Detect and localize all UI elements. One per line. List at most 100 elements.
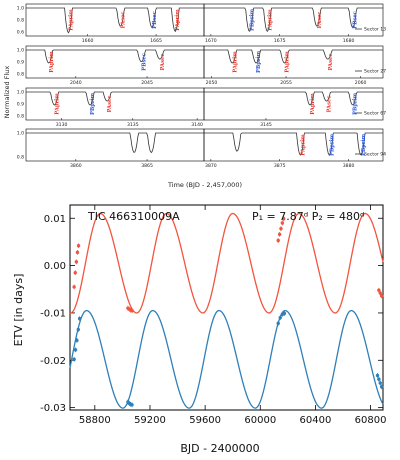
light-curve-x-tick-label: 3860 xyxy=(70,163,82,169)
etv-y-tick-label: -0.01 xyxy=(40,308,66,319)
light-curve-series xyxy=(204,49,383,64)
etv-data-point xyxy=(73,348,78,352)
light-curve-x-tick-label: 1665 xyxy=(150,38,162,44)
eclipse-label: PAsec xyxy=(327,96,333,113)
light-curve-x-tick-label: 1675 xyxy=(274,38,286,44)
light-curve-x-tick-label: 3130 xyxy=(56,122,68,128)
etv-data-point xyxy=(280,221,285,225)
etv-data-point xyxy=(73,271,77,275)
light-curve-x-tick-label: 2045 xyxy=(141,80,153,86)
light-curve-x-tick-label: 3140 xyxy=(191,122,203,128)
etv-data-point xyxy=(76,244,81,248)
etv-data-point xyxy=(375,373,380,378)
light-curve-row: PAprim PBsec PAsec 2040 2045 PAprim PBprim PApr… xyxy=(17,45,386,86)
etv-data-point xyxy=(276,238,280,243)
etv-data-point xyxy=(77,316,82,321)
etv-y-tick-label: 0.01 xyxy=(44,214,66,225)
light-curve-x-axis-label: Time (BJD - 2,457,000) xyxy=(167,181,242,189)
etv-model-curve xyxy=(69,309,384,409)
etv-data-point xyxy=(377,288,381,292)
etv-x-axis-label: BJD - 2400000 xyxy=(180,442,259,455)
light-curve-frame xyxy=(203,87,384,121)
eclipse-label: PAprim xyxy=(49,51,55,73)
etv-data-point xyxy=(282,311,287,316)
light-curve-y-tick-label: 1.0 xyxy=(17,131,24,137)
eclipse-label: PAsec xyxy=(317,12,323,29)
light-curve-x-tick-label: 2055 xyxy=(280,80,292,86)
light-curve-frame xyxy=(203,3,384,37)
light-curve-x-tick-label: 3875 xyxy=(274,163,286,169)
light-curve-y-tick-label: 0.8 xyxy=(17,114,24,120)
etv-y-tick-label: -0.02 xyxy=(40,356,66,367)
light-curve-row: 3860 3865 PAprim PBprim PBprim 3870 3875 3880 1.… xyxy=(17,128,386,169)
light-curve-x-tick-label: 1660 xyxy=(82,38,94,44)
light-curve-y-tick-label: 0.8 xyxy=(17,155,24,161)
light-curve-row: PAprim PAsec PBsec PAprim 1660 1665 PBprim PApr… xyxy=(17,3,386,44)
etv-data-point xyxy=(379,294,384,298)
light-curve-x-tick-label: 1680 xyxy=(343,38,355,44)
light-curve-row: PAprim PBprim PAsec 3130 3135 PAprim PAsec PBpr… xyxy=(17,87,386,128)
etv-data-point xyxy=(378,291,382,295)
etv-period-label: P₁ = 7.87ᵈ P₂ = 480ᵈ xyxy=(252,210,364,223)
etv-y-tick-label: -0.03 xyxy=(40,403,66,414)
legend-entry: Sector 13 xyxy=(364,27,386,33)
light-curve-x-tick-label: 3145 xyxy=(260,122,272,128)
light-curve-y-tick-label: 1.0 xyxy=(17,90,24,96)
etv-data-point xyxy=(377,377,381,381)
light-curve-series xyxy=(26,132,204,153)
etv-frame xyxy=(69,204,384,411)
etv-x-tick-label: 59600 xyxy=(189,415,221,426)
etv-x-tick-label: 60800 xyxy=(355,415,387,426)
eclipse-label: PAprim xyxy=(55,93,61,115)
etv-data-point xyxy=(72,357,76,362)
eclipse-label: PAsec xyxy=(328,54,334,71)
etv-model-curve xyxy=(69,212,384,314)
light-curve-y-tick-label: 0.9 xyxy=(17,60,24,66)
etv-x-tick-label: 60400 xyxy=(300,415,332,426)
light-curve-x-tick-label: 3880 xyxy=(343,163,355,169)
etv-data-point xyxy=(76,327,80,332)
etv-data-point xyxy=(278,315,282,320)
light-curve-frame xyxy=(25,128,205,162)
etv-data-point xyxy=(379,385,384,389)
light-curve-frame xyxy=(203,45,384,79)
eclipse-label: PAsec xyxy=(107,96,113,113)
light-curve-y-tick-label: 1.0 xyxy=(17,48,24,54)
etv-data-point xyxy=(130,308,134,313)
light-curve-panel: PAprim PAsec PBsec PAprim 1660 1665 PBprim PApr… xyxy=(17,3,386,169)
etv-data-point xyxy=(72,285,76,289)
eclipse-label: PAprim xyxy=(175,9,181,31)
legend-entry: Sector 94 xyxy=(364,152,386,158)
etv-data-point xyxy=(378,381,382,385)
light-curve-series xyxy=(26,91,204,106)
light-curve-series xyxy=(26,7,204,34)
etv-target-label: TIC 466310009A xyxy=(87,210,180,223)
eclipse-label: PBsec xyxy=(353,11,359,29)
light-curve-y-tick-label: 1.0 xyxy=(17,6,24,12)
eclipse-label: PBprim xyxy=(361,133,367,156)
etv-data-point xyxy=(276,321,280,326)
etv-y-tick-label: 0.00 xyxy=(44,261,66,272)
eclipse-label: PBprim xyxy=(329,133,335,156)
etv-data-point xyxy=(279,226,283,231)
light-curve-frame xyxy=(203,128,384,162)
light-curve-y-tick-label: 0.8 xyxy=(17,18,24,24)
light-curve-x-tick-label: 3865 xyxy=(141,163,153,169)
eclipse-label: PAsec xyxy=(121,12,127,29)
etv-y-axis-label: ETV [in days] xyxy=(12,274,25,347)
light-curve-series xyxy=(26,49,204,64)
eclipse-label: PAprim xyxy=(68,9,74,31)
eclipse-label: PAprim xyxy=(300,134,306,156)
legend-entry: Sector 67 xyxy=(364,111,386,117)
eclipse-label: PBsec xyxy=(152,11,158,29)
etv-data-point xyxy=(277,232,282,237)
eclipse-label: PAsec xyxy=(160,54,166,71)
etv-data-point xyxy=(282,217,286,221)
etv-panel: 58800 59200 59600 60000 60400 60800 0.01 0.00 -0… xyxy=(40,204,387,426)
light-curve-x-tick-label: 3870 xyxy=(205,163,217,169)
etv-data-point xyxy=(75,250,80,255)
light-curve-y-tick-label: 0.8 xyxy=(17,72,24,78)
etv-data-point xyxy=(75,338,79,343)
eclipse-label: PAprim xyxy=(285,51,291,73)
light-curve-series xyxy=(204,132,383,156)
